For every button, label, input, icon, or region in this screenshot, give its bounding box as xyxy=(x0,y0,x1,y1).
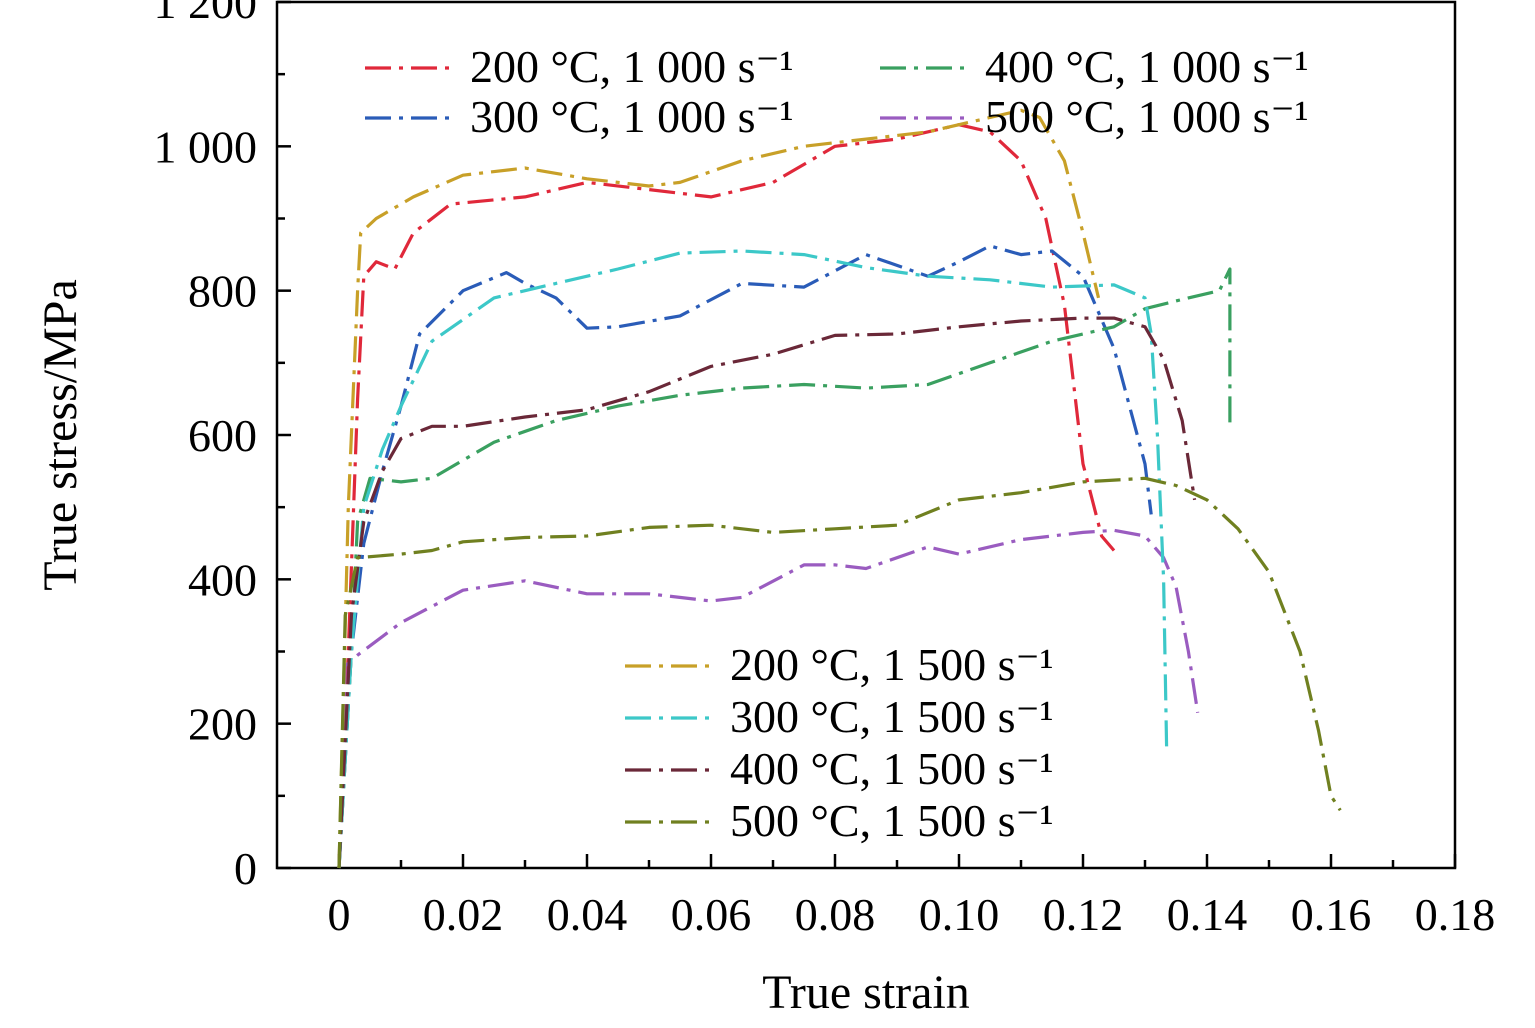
y-tick-label: 800 xyxy=(188,266,257,317)
x-tick-label: 0.18 xyxy=(1415,889,1496,940)
series-line-2 xyxy=(337,267,1232,869)
y-tick-label: 600 xyxy=(188,410,257,461)
legend-group: 200 °C, 1 000 s⁻¹ 400 °C, 1 000 s⁻¹ 300 °C… xyxy=(365,41,1309,846)
x-tick-label: 0.16 xyxy=(1291,889,1372,940)
legend-label: 300 °C, 1 000 s⁻¹ xyxy=(470,91,794,142)
x-tick-label: 0.14 xyxy=(1167,889,1248,940)
y-tick-label: 1 000 xyxy=(154,121,258,172)
y-axis: 0 200 400 600 800 1 000 1 200 xyxy=(154,0,291,894)
series-line-4 xyxy=(337,108,1101,869)
y-tick-label: 0 xyxy=(234,843,257,894)
series-group xyxy=(337,108,1342,869)
y-axis-title: True stress/MPa xyxy=(34,279,87,591)
y-tick-label: 400 xyxy=(188,554,257,605)
series-line-3 xyxy=(337,528,1200,869)
legend-label: 400 °C, 1 500 s⁻¹ xyxy=(730,743,1054,794)
x-axis: 0 0.02 0.04 0.06 0.08 0.10 0.12 0.14 0.16 0.18 xyxy=(328,854,1496,940)
series-line-5 xyxy=(337,249,1169,869)
legend-label: 500 °C, 1 000 s⁻¹ xyxy=(985,91,1309,142)
y-tick-label: 1 200 xyxy=(154,0,258,28)
x-tick-label: 0.12 xyxy=(1043,889,1124,940)
series-line-6 xyxy=(337,316,1197,869)
legend-label: 300 °C, 1 500 s⁻¹ xyxy=(730,691,1054,742)
x-tick-label: 0 xyxy=(328,889,351,940)
series-line-7 xyxy=(337,476,1342,869)
legend-label: 500 °C, 1 500 s⁻¹ xyxy=(730,795,1054,846)
x-tick-label: 0.10 xyxy=(919,889,1000,940)
x-axis-title: True strain xyxy=(762,966,970,1019)
series-line-0 xyxy=(337,123,1116,869)
x-tick-label: 0.02 xyxy=(423,889,504,940)
x-tick-label: 0.08 xyxy=(795,889,876,940)
legend-label: 200 °C, 1 500 s⁻¹ xyxy=(730,639,1054,690)
x-tick-label: 0.06 xyxy=(671,889,752,940)
y-tick-label: 200 xyxy=(188,699,257,750)
x-tick-label: 0.04 xyxy=(547,889,628,940)
legend-label: 200 °C, 1 000 s⁻¹ xyxy=(470,41,794,92)
legend-label: 400 °C, 1 000 s⁻¹ xyxy=(985,41,1309,92)
